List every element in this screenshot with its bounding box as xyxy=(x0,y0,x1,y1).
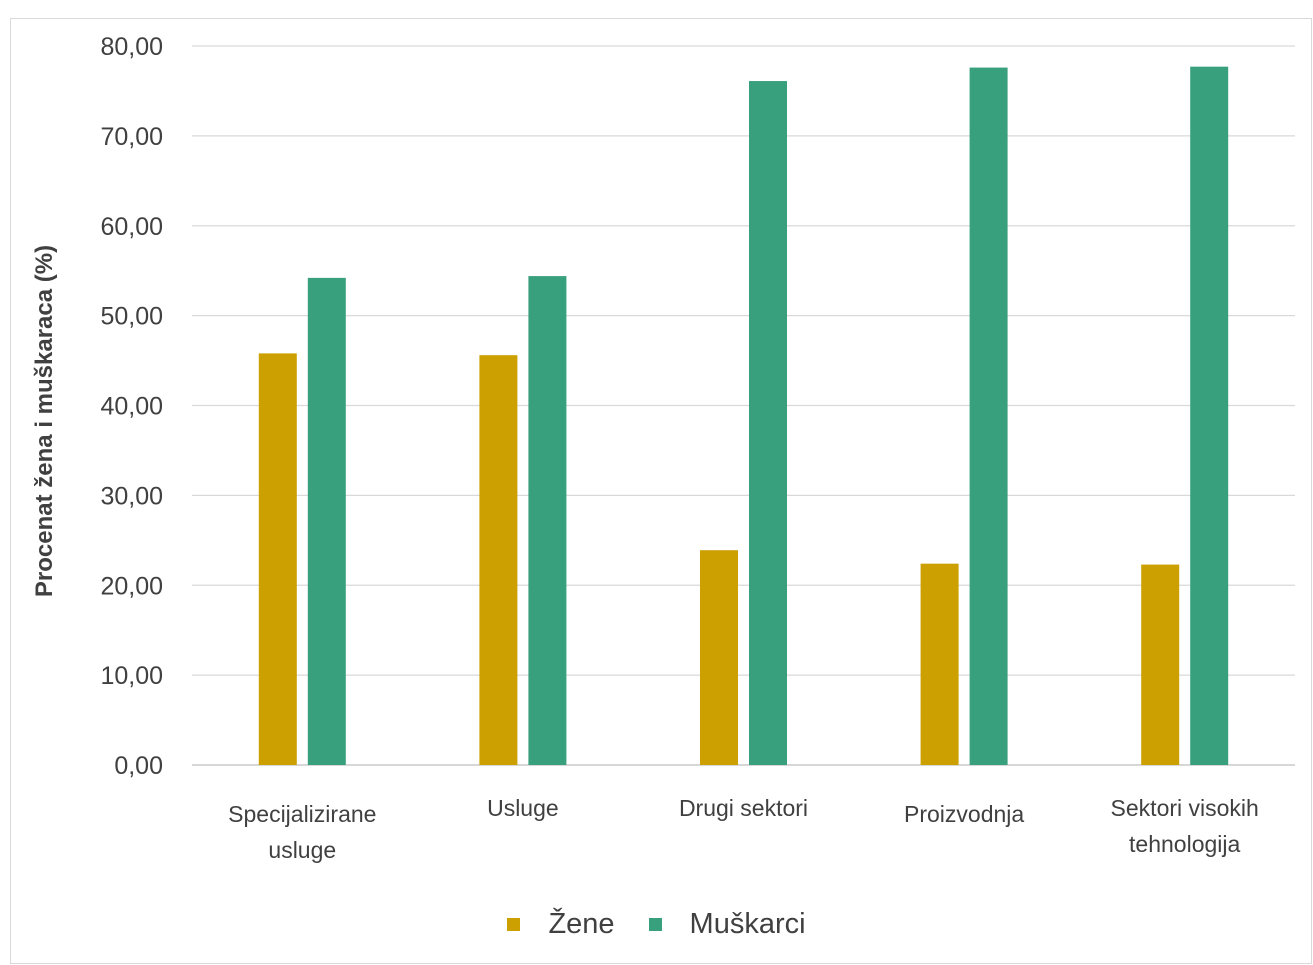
chart-frame xyxy=(10,18,1312,964)
bar-zene-3 xyxy=(920,563,959,765)
x-category-label-line: Usluge xyxy=(487,795,559,821)
y-tick-label: 60,00 xyxy=(100,213,163,241)
y-tick-label: 10,00 xyxy=(100,662,163,690)
x-category-label-line: Specijalizirane xyxy=(228,801,377,827)
bars xyxy=(258,66,1229,765)
legend-item: Muškarci xyxy=(648,908,806,941)
bar-muskarci-4 xyxy=(1190,66,1229,765)
y-tick-label: 80,00 xyxy=(100,33,163,61)
bar-zene-1 xyxy=(479,355,518,765)
y-tick-label: 40,00 xyxy=(100,393,163,421)
x-category-label-line: tehnologija xyxy=(1129,831,1241,857)
x-category-label: Usluge xyxy=(403,790,643,826)
legend: Žene Muškarci xyxy=(0,908,1313,941)
legend-label: Muškarci xyxy=(689,908,806,940)
x-category-label: Sektori visokih tehnologija xyxy=(1065,790,1305,862)
y-tick-label: 50,00 xyxy=(100,303,163,331)
legend-swatch xyxy=(648,918,662,931)
x-category-label: Specijalizirane usluge xyxy=(182,796,422,868)
x-category-label-line: usluge xyxy=(268,837,337,863)
legend-label: Žene xyxy=(548,908,615,940)
x-category-label-line: Drugi sektori xyxy=(678,795,809,821)
y-tick-label: 70,00 xyxy=(100,123,163,151)
bar-muskarci-2 xyxy=(749,81,787,765)
x-category-label: Proizvodnja xyxy=(844,796,1084,832)
bar-zene-4 xyxy=(1141,564,1180,765)
gridlines xyxy=(192,45,1295,766)
y-tick-label: 30,00 xyxy=(100,482,163,510)
legend-swatch xyxy=(507,918,521,931)
bar-zene-0 xyxy=(258,353,297,765)
bar-zene-2 xyxy=(700,550,738,765)
y-axis-label: Procenat žena i muškaraca (%) xyxy=(31,245,58,597)
bar-muskarci-3 xyxy=(969,67,1008,765)
y-tick-label: 20,00 xyxy=(100,572,163,600)
bar-muskarci-0 xyxy=(307,277,346,765)
y-tick-label: 0,00 xyxy=(114,752,163,780)
x-category-label-line: Sektori visokih xyxy=(1110,795,1259,821)
legend-item: Žene xyxy=(507,908,615,941)
bar-muskarci-1 xyxy=(528,276,567,765)
y-axis-ticks: 0,00 10,00 20,00 30,00 40,00 50,00 60,00 70,00 8… xyxy=(100,33,163,780)
x-category-label-line: Proizvodnja xyxy=(904,801,1025,827)
x-category-label: Drugi sektori xyxy=(624,790,864,826)
